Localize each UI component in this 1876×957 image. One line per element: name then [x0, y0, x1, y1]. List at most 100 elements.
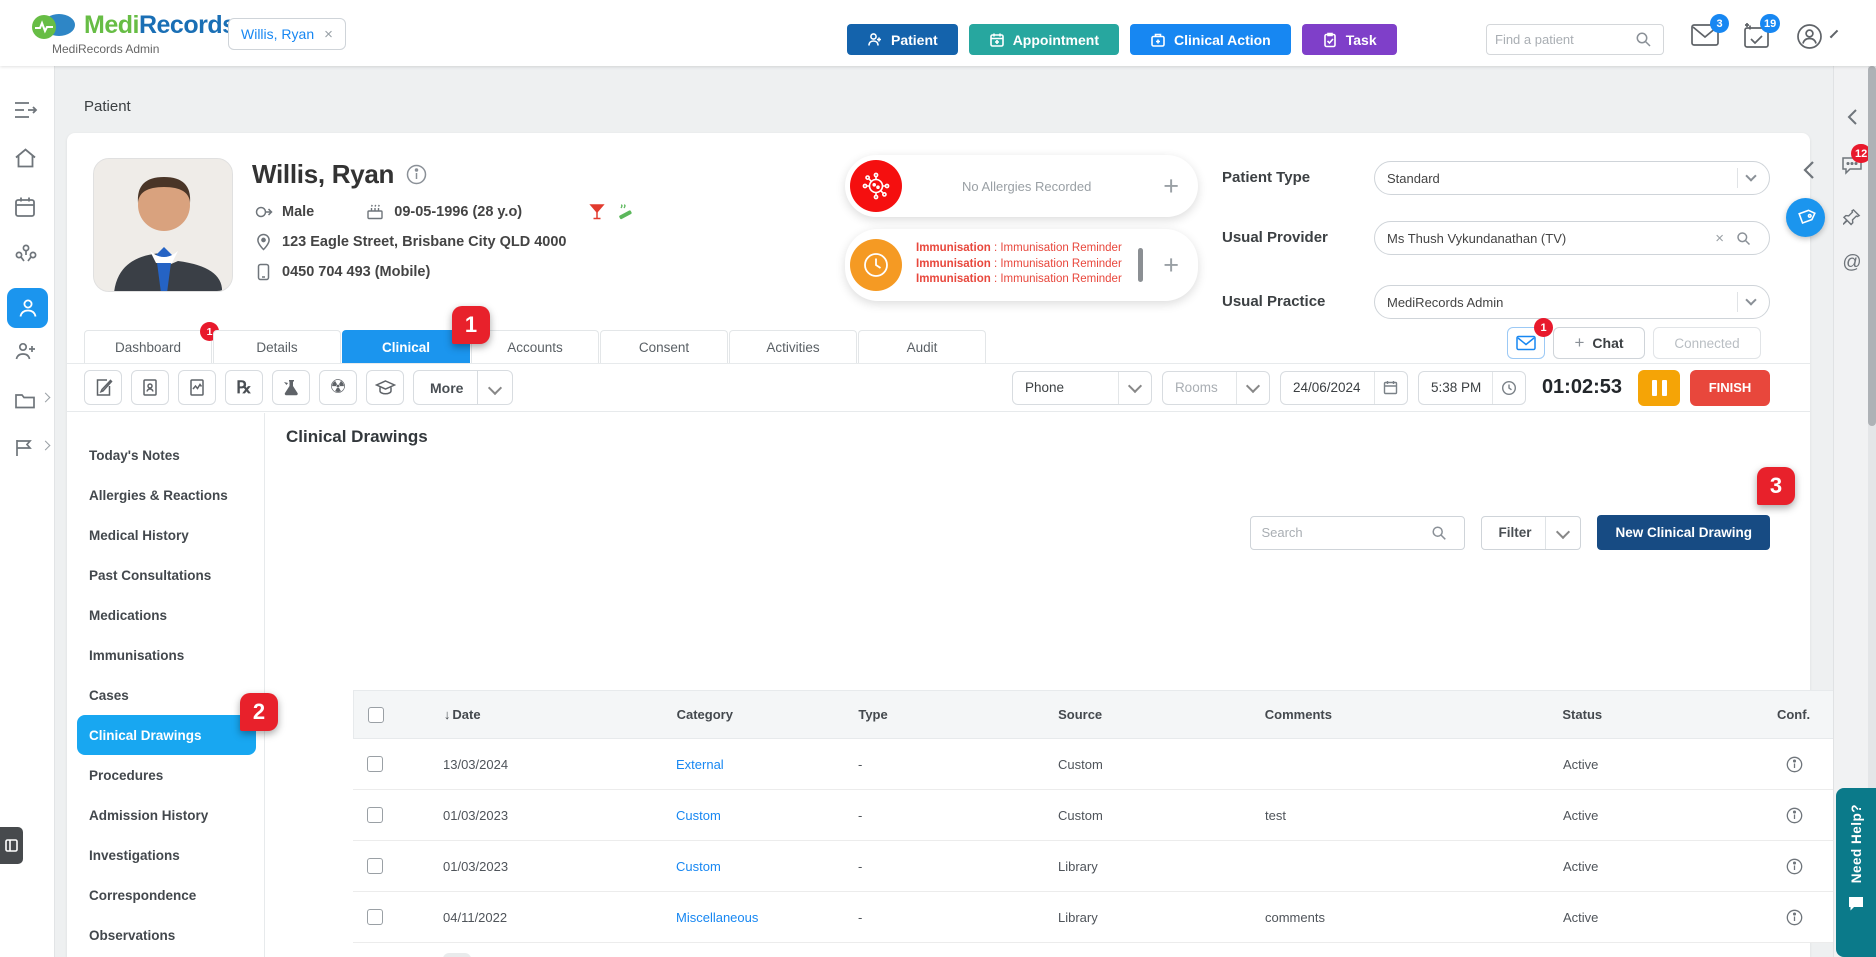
consult-type-select[interactable]: Phone	[1011, 370, 1152, 405]
category-link[interactable]: Miscellaneous	[676, 909, 759, 925]
category-link[interactable]: Custom	[676, 807, 721, 823]
chat-button[interactable]: + Chat	[1553, 327, 1645, 359]
add-allergy-button[interactable]: +	[1163, 170, 1179, 201]
pause-consult-button[interactable]	[1638, 369, 1680, 406]
table-row[interactable]: 04/11/2022 Miscellaneous - Library comme…	[353, 892, 1837, 943]
prescription-button[interactable]: ℞	[225, 370, 263, 405]
reports-icon[interactable]	[14, 434, 42, 462]
page-number[interactable]: 1	[443, 953, 471, 957]
patient-mail-button[interactable]: 1	[1507, 318, 1553, 359]
col-category[interactable]: Category	[676, 707, 733, 722]
collapse-menu-icon[interactable]	[14, 96, 42, 124]
folder-expand-icon[interactable]	[40, 392, 51, 403]
add-immunisation-button[interactable]: +	[1163, 249, 1179, 280]
messages-button[interactable]: 3	[1690, 14, 1729, 50]
col-source[interactable]: Source	[1058, 707, 1103, 722]
connected-button[interactable]: Connected	[1653, 327, 1761, 359]
tab-dashboard[interactable]: Dashboard 1	[84, 322, 219, 363]
immunisation-alert-card[interactable]: Immunisation : Immunisation Reminder Imm…	[845, 229, 1198, 301]
reports-expand-icon[interactable]	[40, 440, 51, 451]
menu-cases[interactable]: Cases	[89, 687, 129, 703]
need-help-button[interactable]: Need Help?	[1836, 788, 1876, 957]
new-clinical-action-button[interactable]: Clinical Action	[1130, 24, 1291, 55]
practice-icon[interactable]	[14, 240, 42, 268]
close-patient-tab-icon[interactable]: ×	[324, 25, 333, 43]
open-patient-tab[interactable]: Willis, Ryan ×	[228, 18, 346, 50]
row-checkbox[interactable]	[367, 756, 383, 772]
rail-chat-icon[interactable]: 12	[1841, 144, 1872, 176]
new-patient-button[interactable]: Patient	[847, 24, 958, 55]
new-appointment-button[interactable]: Appointment	[968, 24, 1120, 55]
radiology-button[interactable]: ☢	[319, 370, 357, 405]
tab-consent[interactable]: Consent	[600, 330, 728, 363]
collapse-rail-icon[interactable]	[1841, 106, 1863, 128]
table-row[interactable]: 13/03/2024 External - Custom Active	[353, 739, 1837, 790]
col-type[interactable]: Type	[858, 707, 888, 722]
page-scrollbar[interactable]	[1868, 66, 1876, 957]
row-checkbox[interactable]	[367, 807, 383, 823]
results-button[interactable]	[178, 370, 216, 405]
brand-block[interactable]: MediRecords MediRecords Admin	[30, 10, 256, 56]
account-menu-button[interactable]	[1796, 22, 1839, 50]
rooms-select[interactable]: Rooms	[1161, 370, 1270, 405]
menu-medications[interactable]: Medications	[89, 607, 168, 623]
patient-type-select[interactable]: Standard	[1374, 161, 1770, 195]
menu-past-consultations[interactable]: Past Consultations	[89, 567, 212, 583]
menu-observations[interactable]: Observations	[89, 927, 176, 943]
patient-summary-button[interactable]	[131, 370, 169, 405]
next-page-button[interactable]	[481, 953, 509, 957]
last-page-button[interactable]	[519, 953, 547, 957]
provider-search-icon[interactable]	[1730, 231, 1757, 246]
first-page-button[interactable]	[367, 953, 395, 957]
col-status[interactable]: Status	[1562, 707, 1603, 722]
menu-medical-history[interactable]: Medical History	[89, 527, 189, 543]
confidentiality-info-icon[interactable]	[1752, 909, 1837, 926]
col-comments[interactable]: Comments	[1264, 707, 1332, 722]
row-checkbox[interactable]	[367, 909, 383, 925]
pin-icon[interactable]	[1841, 206, 1863, 228]
row-checkbox[interactable]	[367, 858, 383, 874]
patient-photo[interactable]	[93, 158, 233, 292]
folder-icon[interactable]	[14, 386, 42, 414]
new-clinical-drawing-button[interactable]: New Clinical Drawing	[1597, 515, 1770, 550]
education-button[interactable]	[366, 370, 404, 405]
patients-nav-active[interactable]	[7, 288, 48, 328]
tab-activities[interactable]: Activities	[729, 330, 857, 363]
usual-provider-field[interactable]: Ms Thush Vykundanathan (TV) ×	[1374, 221, 1770, 255]
collapse-panel-icon[interactable]	[1793, 155, 1823, 185]
menu-clinical-drawings[interactable]: Clinical Drawings	[77, 715, 256, 755]
consult-time-field[interactable]: 5:38 PM	[1417, 370, 1526, 405]
home-icon[interactable]	[14, 144, 42, 172]
table-row[interactable]: 01/03/2023 Custom - Custom test Active	[353, 790, 1837, 841]
bottom-drawer-handle[interactable]	[0, 827, 23, 864]
select-all-checkbox[interactable]	[368, 706, 384, 723]
confidentiality-info-icon[interactable]	[1752, 858, 1837, 875]
tab-audit[interactable]: Audit	[858, 330, 986, 363]
find-patient-search[interactable]	[1486, 24, 1664, 55]
new-task-button[interactable]: Task	[1301, 24, 1397, 55]
col-date[interactable]: ↓ Date	[443, 707, 481, 722]
drawings-search[interactable]	[1250, 515, 1466, 550]
tab-accounts[interactable]: Accounts	[471, 330, 599, 363]
confidentiality-info-icon[interactable]	[1752, 807, 1837, 824]
usual-practice-select[interactable]: MediRecords Admin	[1374, 285, 1770, 319]
allergies-alert-card[interactable]: No Allergies Recorded +	[845, 155, 1198, 217]
category-link[interactable]: External	[676, 756, 724, 772]
new-note-button[interactable]	[84, 370, 122, 405]
col-conf[interactable]: Conf.	[1776, 707, 1811, 722]
inbox-button[interactable]: 19	[1742, 14, 1781, 50]
menu-todays-notes[interactable]: Today's Notes	[89, 447, 180, 463]
finish-consult-button[interactable]: FINISH	[1690, 369, 1770, 406]
more-menu-button[interactable]: More	[413, 370, 514, 405]
menu-investigations[interactable]: Investigations	[89, 847, 180, 863]
contacts-icon[interactable]	[14, 337, 42, 365]
menu-immunisations[interactable]: Immunisations	[89, 647, 185, 663]
confidentiality-info-icon[interactable]	[1752, 756, 1837, 773]
menu-admission-history[interactable]: Admission History	[89, 807, 209, 823]
consult-date-field[interactable]: 24/06/2024	[1279, 370, 1408, 405]
category-link[interactable]: Custom	[676, 858, 721, 874]
patient-info-icon[interactable]	[406, 164, 427, 185]
prev-page-button[interactable]	[405, 953, 433, 957]
menu-procedures[interactable]: Procedures	[89, 767, 164, 783]
mentions-icon[interactable]: @	[1842, 252, 1862, 273]
